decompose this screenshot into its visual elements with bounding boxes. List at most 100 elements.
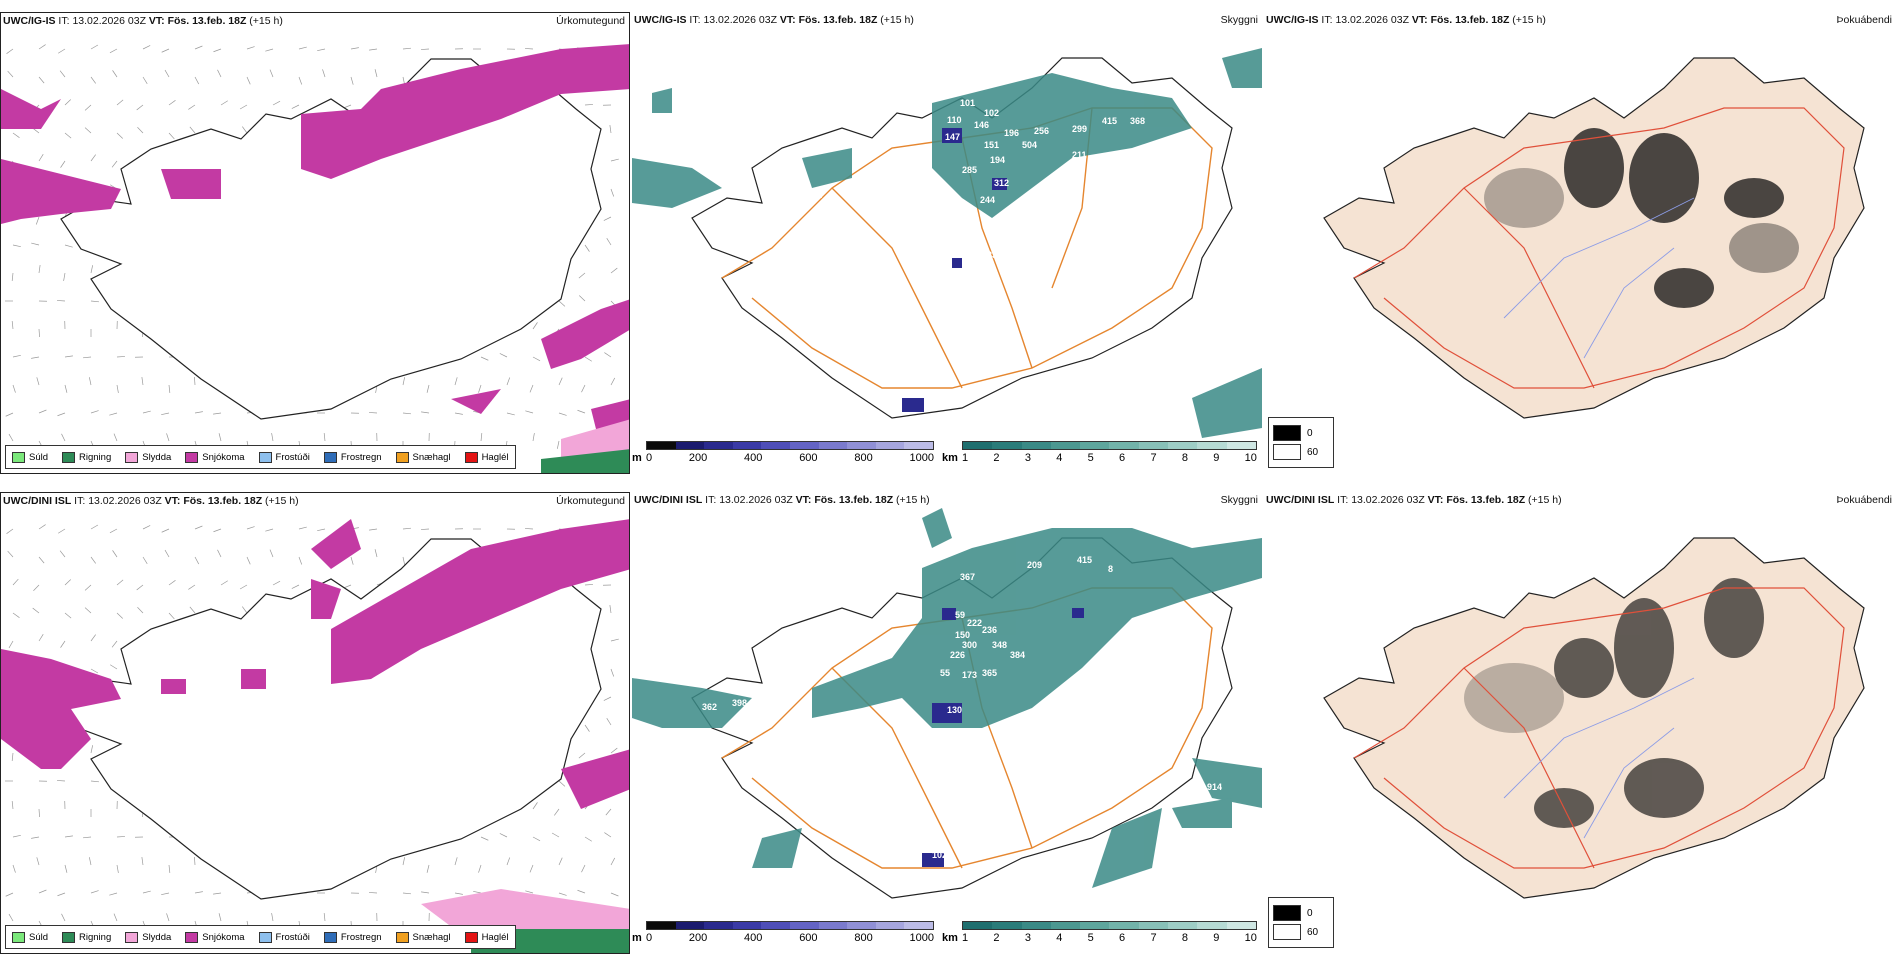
cloud-base-label: 285: [962, 165, 977, 175]
wind-barb: [190, 607, 195, 613]
fog-area: [1629, 133, 1699, 223]
wind-barb: [585, 584, 593, 585]
lead-time: (+15 h): [249, 15, 283, 27]
wind-barb: [39, 154, 43, 161]
legend-item: Snjókoma: [185, 932, 244, 943]
legend-label: Haglél: [482, 932, 509, 943]
wind-barb: [117, 133, 123, 139]
wind-barb: [91, 411, 99, 413]
wind-barb: [65, 613, 71, 618]
wind-barb: [533, 837, 540, 841]
fog-legend-swatch: [1273, 924, 1301, 940]
wind-barb: [265, 49, 273, 51]
wind-barb: [31, 357, 39, 358]
wind-barb: [161, 893, 169, 895]
wind-barb: [65, 579, 71, 585]
wind-barb: [351, 48, 359, 49]
cloud-base-label: 55: [940, 668, 950, 678]
wind-barb: [217, 70, 221, 77]
wind-barb: [479, 385, 481, 393]
legend-item: Súld: [12, 932, 48, 943]
wind-barb: [213, 529, 221, 532]
wind-barb: [117, 580, 123, 585]
fog-legend-row: 60: [1273, 444, 1329, 460]
colorbar-step: [847, 442, 876, 449]
wind-barb: [273, 581, 280, 585]
wind-barb: [317, 49, 325, 51]
wind-barb: [292, 585, 299, 589]
colorbar-step: [790, 922, 819, 929]
wind-barb: [421, 49, 429, 50]
colorbar-tick: 3: [1025, 452, 1031, 464]
colorbar-step: [876, 442, 905, 449]
snow-area: [241, 669, 266, 689]
wind-barb: [577, 890, 585, 893]
vt-label: VT:: [1428, 494, 1444, 506]
lead-time: (+15 h): [896, 494, 930, 506]
wind-barb: [579, 295, 585, 301]
wind-barb: [507, 857, 510, 865]
wind-barb: [13, 865, 15, 873]
colorbar-tick: 6: [1119, 452, 1125, 464]
wind-barb: [611, 858, 615, 865]
fog-panel-bottom: UWC/DINI ISL IT: 13.02.2026 03Z VT: Fös.…: [1264, 492, 1896, 954]
colorbar-step: [676, 442, 705, 449]
colorbar-step: [676, 922, 705, 929]
wind-barb: [579, 273, 585, 278]
colorbar-step: [1051, 922, 1080, 929]
legend-item: Snæhagl: [396, 452, 451, 463]
wind-barb: [272, 433, 273, 441]
wind-barb: [188, 585, 195, 589]
colorbar-step: [963, 922, 992, 929]
cloud-base-label: 914: [1207, 782, 1222, 792]
colorbar-step: [1022, 442, 1051, 449]
wind-barb: [31, 243, 39, 245]
cloud-base-label: 209: [1027, 560, 1042, 570]
model-name: UWC/IG-IS: [1266, 14, 1319, 26]
wind-barb: [194, 857, 195, 865]
legend-item: Frostúði: [259, 932, 310, 943]
init-time: 13.02.2026 03Z: [719, 494, 793, 506]
colorbar-tick: 200: [689, 932, 707, 944]
wind-barb: [7, 49, 13, 54]
wind-barb: [579, 753, 585, 758]
it-label: IT:: [705, 494, 716, 506]
init-time: 13.02.2026 03Z: [703, 14, 777, 26]
cloud-base-label: 211: [1072, 150, 1087, 160]
init-time: 13.02.2026 03Z: [1351, 494, 1425, 506]
wind-barb: [85, 105, 91, 110]
colorbar-step: [704, 442, 733, 449]
wind-barb: [552, 833, 559, 837]
snow-area: [1, 89, 61, 129]
wind-barb: [12, 801, 13, 809]
legend-swatch: [324, 452, 337, 463]
wind-barb: [559, 781, 565, 786]
cloud-base-label: 150: [955, 630, 970, 640]
wind-barb: [85, 128, 91, 133]
wind-barb: [607, 238, 611, 245]
wind-barb: [137, 585, 143, 590]
colorbar-tick: 8: [1182, 932, 1188, 944]
visibility-area: [922, 508, 952, 548]
colorbar-tick: 400: [744, 932, 762, 944]
fog-area: [1724, 178, 1784, 218]
fog-panel-top: UWC/IG-IS IT: 13.02.2026 03Z VT: Fös. 13…: [1264, 12, 1896, 474]
legend-item: Haglél: [465, 452, 509, 463]
colorbar-step: [1022, 922, 1051, 929]
wind-barb: [65, 245, 73, 247]
colorbar-tick: 10: [1245, 932, 1257, 944]
colorbar-step: [1139, 922, 1168, 929]
snow-area: [161, 679, 186, 694]
wind-barb: [195, 77, 199, 84]
wind-barb: [247, 77, 250, 84]
vt-label: VT:: [165, 495, 181, 507]
wind-barb: [557, 441, 559, 449]
colorbar-step: [819, 922, 848, 929]
legend-swatch: [62, 932, 75, 943]
colorbar-tick: 10: [1245, 452, 1257, 464]
wind-barb: [403, 528, 411, 529]
wind-barb: [91, 891, 99, 893]
cloud-base-label: 362: [702, 702, 717, 712]
